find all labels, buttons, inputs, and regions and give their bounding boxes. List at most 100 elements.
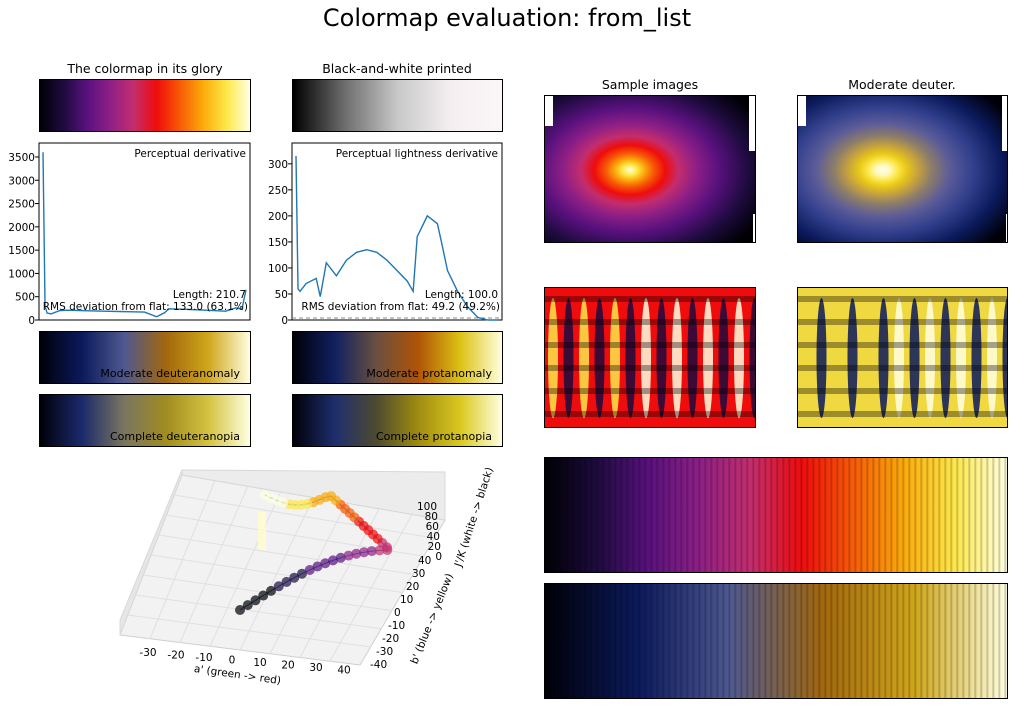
sample-images-title: Sample images [601, 77, 699, 92]
x-axis-label: a' (green -> red) [193, 663, 281, 687]
z-tick-label: 0 [435, 551, 442, 563]
wave-stripe [798, 411, 1007, 417]
y-tick-label: 2500 [8, 199, 35, 211]
trajectory-point [235, 605, 245, 615]
trajectory-point [320, 558, 331, 569]
wave-band [987, 298, 997, 418]
wave-band [863, 298, 873, 418]
wave-stripe [545, 296, 755, 302]
glory-panel-title: The colormap in its glory [67, 61, 223, 76]
trajectory-point [328, 555, 339, 566]
wave-band [548, 298, 558, 418]
trajectory-point [297, 568, 308, 579]
image-mask [1006, 214, 1007, 242]
z-tick-label: 60 [426, 521, 439, 533]
colormap-bar [39, 79, 251, 132]
deuteranomaly-label: Moderate deuteranomaly [100, 367, 240, 380]
trajectory-point [289, 572, 300, 583]
wave-band [594, 298, 605, 418]
y-tick-label: -30 [376, 646, 393, 658]
x-tick-label: 40 [337, 665, 350, 677]
wave-band [909, 298, 920, 418]
sample-image-radial-deuter [797, 95, 1008, 243]
wave-band [563, 298, 574, 418]
y-tick-label: 250 [268, 185, 288, 197]
grid-line [174, 494, 435, 539]
image-mask [545, 96, 553, 126]
trajectory-point [343, 550, 354, 561]
wave-band [971, 298, 982, 418]
trajectory-point [250, 595, 261, 606]
x-tick-label: 0 [229, 655, 236, 667]
wave-band [641, 298, 651, 418]
image-mask [1002, 96, 1007, 151]
sample-image-wave-deuter [797, 287, 1008, 428]
length-annotation: Length: 100.0 [425, 289, 498, 301]
plot-title: Perceptual lightness derivative [336, 148, 498, 160]
wave-stripe [545, 388, 755, 394]
wave-band [847, 298, 858, 418]
y-tick-label: 0 [394, 607, 401, 619]
trajectory-point [242, 600, 253, 611]
y-tick-label: 500 [15, 292, 35, 304]
plot-frame [291, 142, 503, 321]
z-axis-label: J'/K (white -> black) [452, 466, 496, 569]
wave-band [925, 298, 935, 418]
y-tick-label: 20 [406, 581, 419, 593]
x-tick-label: 20 [281, 660, 294, 672]
y-tick-label: 40 [418, 555, 431, 567]
y-tick-label: 50 [275, 289, 288, 301]
wave-band [718, 298, 729, 418]
x-tick-label: -20 [167, 650, 184, 662]
wave-stripe [798, 365, 1007, 371]
rms-annotation: RMS deviation from flat: 133.0 (63.1%) [43, 301, 248, 313]
wave-stripe [798, 342, 1007, 348]
image-mask [753, 214, 755, 242]
wave-stripe [798, 319, 1007, 325]
image-mask [749, 96, 755, 151]
side-pane [119, 469, 183, 636]
y-tick-label: -10 [388, 620, 405, 632]
y-tick-label: 0 [28, 315, 35, 327]
wave-band [656, 298, 667, 418]
wave-band [878, 298, 889, 418]
grid-line [158, 534, 414, 575]
trajectory-point [359, 547, 370, 558]
x-tick-label: 10 [253, 657, 266, 669]
derivative-line [295, 156, 498, 321]
wave-band [672, 298, 682, 418]
y-tick-label: 200 [268, 211, 288, 223]
wave-band [610, 298, 620, 418]
y-tick-label: 2000 [8, 222, 35, 234]
image-fill [798, 96, 1007, 242]
z-tick-label: 20 [428, 541, 441, 553]
protanopia-label: Complete protanopia [375, 430, 492, 443]
y-tick-label: 300 [268, 159, 288, 171]
z-tick-label: 40 [427, 531, 440, 543]
colorspace-3d-plot: -30 -20 -10 0 10 20 30 40403020100-10-20-30-401… [119, 466, 496, 687]
y-tick-label: 30 [412, 568, 425, 580]
deuteranopia-bar: Complete deuteranopia [39, 394, 251, 447]
gradient-test-strip-deuter [544, 583, 1008, 699]
wave-band [734, 298, 744, 418]
trajectory-point [260, 490, 270, 500]
y-tick-label: 150 [268, 237, 288, 249]
trajectory-point [335, 552, 346, 563]
x-tick-label: -10 [195, 652, 212, 664]
z-tick-label: 80 [425, 511, 438, 523]
trajectory-point [281, 576, 292, 587]
image-fill [545, 96, 755, 242]
x-tick-label: -30 [139, 647, 156, 659]
grid-line [269, 502, 347, 654]
gradient-test-strip [544, 457, 1008, 573]
wave-stripe [798, 296, 1007, 302]
plot-title: Perceptual derivative [134, 148, 246, 160]
y-tick-label: 0 [281, 315, 288, 327]
wave-stripe [545, 342, 755, 348]
wave-stripe [545, 411, 755, 417]
y-tick-label: 3500 [8, 152, 35, 164]
y-tick-label: -40 [370, 659, 387, 671]
trajectory-point [304, 564, 315, 575]
sample-image-wave [544, 287, 756, 428]
wave-band [625, 298, 636, 418]
